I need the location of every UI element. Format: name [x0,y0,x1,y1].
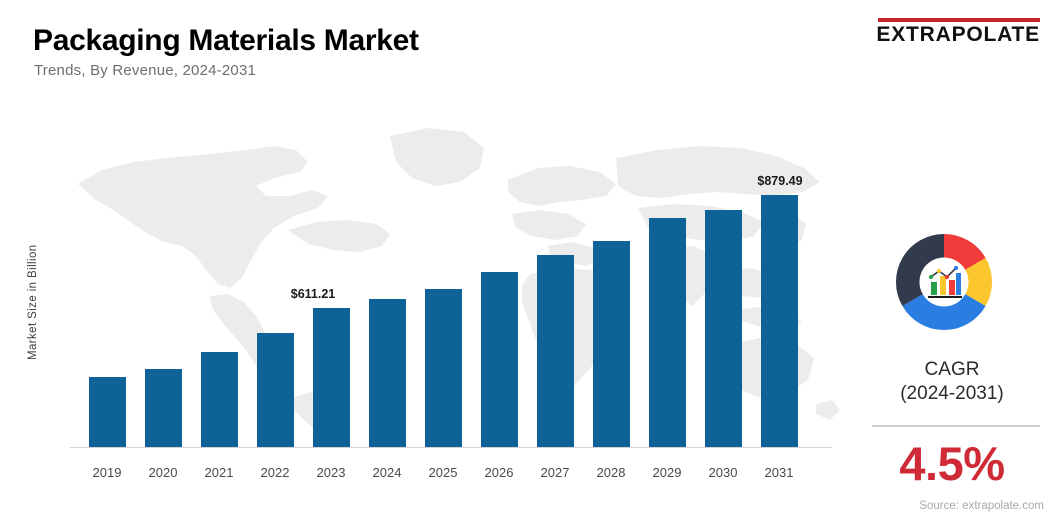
brand-accent-rule [878,18,1040,22]
x-tick-2024: 2024 [372,465,402,480]
bar-value-label-2023: $611.21 [290,287,336,301]
bar-2019[interactable] [89,377,126,447]
source-note: Source: extrapolate.com [919,500,1044,512]
bar-2021[interactable] [201,352,238,447]
brand-name: EXTRAPOLATE [876,23,1040,46]
x-tick-2030: 2030 [708,465,738,480]
bar-chart: Market Size in Billion $611.21 $879.49 2… [0,100,848,528]
bar-value-label-2031: $879.49 [757,174,803,188]
x-tick-2025: 2025 [428,465,458,480]
cagr-value: 4.5% [899,437,1005,490]
bar-2028[interactable] [593,241,630,447]
cagr-period: (2024-2031) [900,383,1004,405]
x-tick-2023: 2023 [316,465,346,480]
x-axis-line [70,447,832,448]
bar-2023[interactable] [313,308,350,447]
bar-2026[interactable] [481,272,518,447]
x-tick-2029: 2029 [652,465,682,480]
bar-2024[interactable] [369,299,406,447]
x-tick-2020: 2020 [148,465,178,480]
x-tick-2028: 2028 [596,465,626,480]
header: Packaging Materials Market Trends, By Re… [0,0,1056,100]
brand-logo: EXTRAPOLATE [876,18,1040,45]
x-tick-2027: 2027 [540,465,570,480]
page-title: Packaging Materials Market [33,24,419,57]
bar-2031[interactable] [761,195,798,447]
cagr-label: CAGR [924,359,980,380]
bar-2022[interactable] [257,333,294,447]
bar-2025[interactable] [425,289,462,447]
page-subtitle: Trends, By Revenue, 2024-2031 [34,62,257,79]
x-tick-2031: 2031 [764,465,794,480]
bar-2029[interactable] [649,218,686,447]
x-tick-2021: 2021 [204,465,234,480]
bar-2027[interactable] [537,255,574,447]
y-axis-title: Market Size in Billion [27,244,39,360]
donut-chart-icon [895,233,993,331]
x-tick-2019: 2019 [92,465,122,480]
cagr-panel: CAGR (2024-2031) 4.5% Source: extrapolat… [848,100,1056,528]
x-tick-2022: 2022 [260,465,290,480]
plot-area: $611.21 $879.49 2019 2020 2021 2022 2023… [70,110,830,480]
bar-2030[interactable] [705,210,742,447]
cagr-divider [872,425,1040,427]
bar-2020[interactable] [145,369,182,447]
cagr-caption: CAGR (2024-2031) [848,358,1056,407]
x-tick-2026: 2026 [484,465,514,480]
